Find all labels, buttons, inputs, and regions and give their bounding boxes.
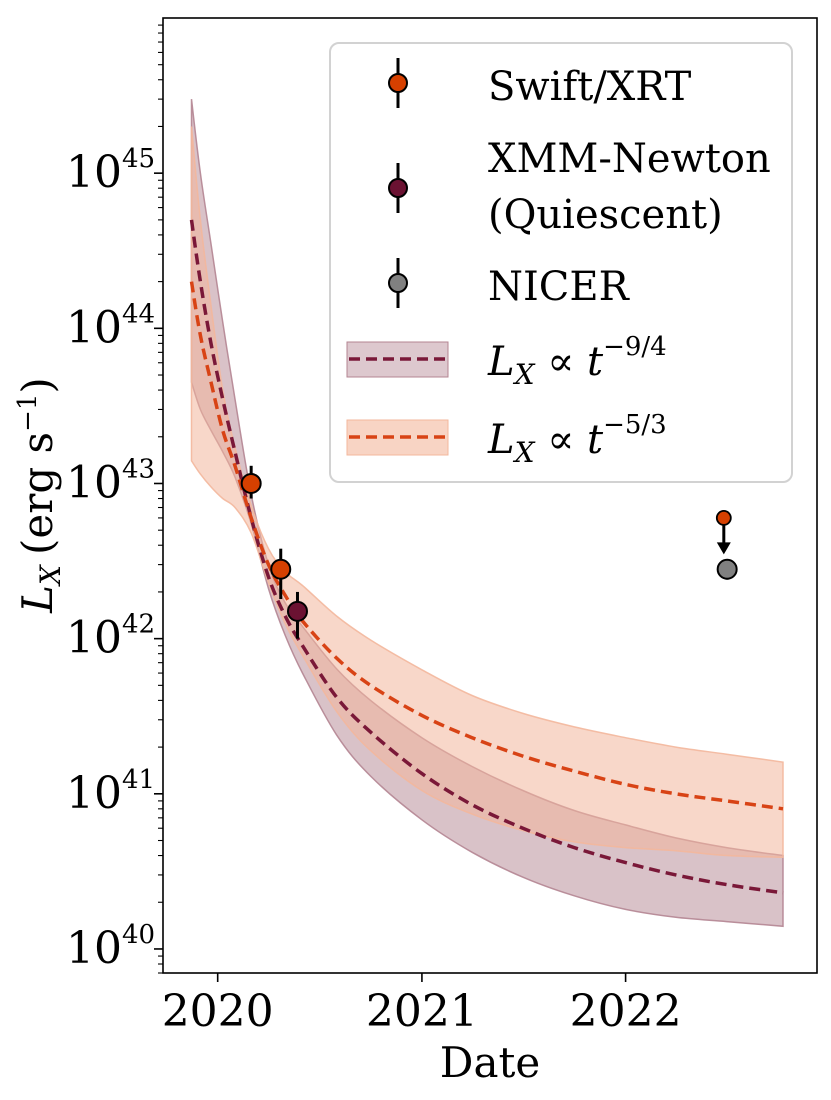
upper-limit-arrowhead-0 xyxy=(716,542,731,555)
plot-frame xyxy=(162,17,818,974)
y-tick-label-1: 1041 xyxy=(66,765,155,819)
axes: 1040 1041 1042 1043 1044 1045 2020 2021 2022 xyxy=(66,24,682,1037)
legend-item-swift: Swift/XRT xyxy=(388,58,692,110)
y-axis-title-sub: X xyxy=(34,564,67,587)
y-axis-title: LX (erg s−1) xyxy=(13,377,67,614)
legend-item-fit-53: LX ∝ t−5/3 xyxy=(346,410,667,469)
upper-limit-marker-0 xyxy=(715,510,732,526)
legend-fit-94-label: LX ∝ t−9/4 xyxy=(487,332,667,391)
legend: Swift/XRT XMM-Newton (Quiescent) NICER L… xyxy=(329,42,793,483)
legend-fit-94-band xyxy=(346,341,449,378)
legend-item-fit-94: LX ∝ t−9/4 xyxy=(346,332,667,391)
legend-swift-label: Swift/XRT xyxy=(488,64,692,110)
fit-lines xyxy=(189,219,784,895)
x-axis-title: Date xyxy=(440,1038,540,1087)
y-tick-label-4: 1044 xyxy=(66,299,155,353)
fit-line-5 xyxy=(189,281,784,811)
x-tick-label-0: 2020 xyxy=(162,986,274,1037)
legend-nicer-marker xyxy=(388,273,408,293)
legend-fit-53-label: LX ∝ t−5/3 xyxy=(487,410,667,469)
legend-xmm-label-line1: XMM-Newton xyxy=(488,136,771,182)
y-tick-label-5: 1045 xyxy=(66,144,155,198)
x-tick-label-2: 2022 xyxy=(570,986,682,1037)
legend-xmm-marker xyxy=(388,178,408,198)
legend-box xyxy=(329,42,793,483)
fit-band-5 xyxy=(190,126,784,859)
legend-fit-53-band xyxy=(346,419,449,456)
data-points xyxy=(240,465,738,639)
legend-nicer-label: NICER xyxy=(488,264,631,310)
legend-item-nicer: NICER xyxy=(388,258,631,310)
data-point-2-0 xyxy=(716,558,738,580)
y-axis-title-units-exp: −1 xyxy=(13,394,43,432)
y-axis-title-main: L xyxy=(13,585,62,614)
y-axis-title-units-close: ) xyxy=(13,377,62,393)
legend-swift-marker xyxy=(388,73,408,93)
y-tick-label-3: 1043 xyxy=(66,454,155,508)
fit-bands xyxy=(190,99,784,928)
legend-item-xmm: XMM-Newton (Quiescent) xyxy=(388,136,771,238)
data-point-1-0 xyxy=(286,600,308,622)
y-tick-label-0: 1040 xyxy=(66,920,155,974)
legend-xmm-label-line2: (Quiescent) xyxy=(488,192,723,238)
data-point-0-0 xyxy=(240,472,262,494)
y-axis-title-units: (erg s xyxy=(13,432,62,555)
data-point-0-1 xyxy=(270,558,292,580)
x-tick-label-1: 2021 xyxy=(366,986,478,1037)
fit-line-4 xyxy=(189,219,784,895)
y-tick-label-2: 1042 xyxy=(66,610,155,664)
